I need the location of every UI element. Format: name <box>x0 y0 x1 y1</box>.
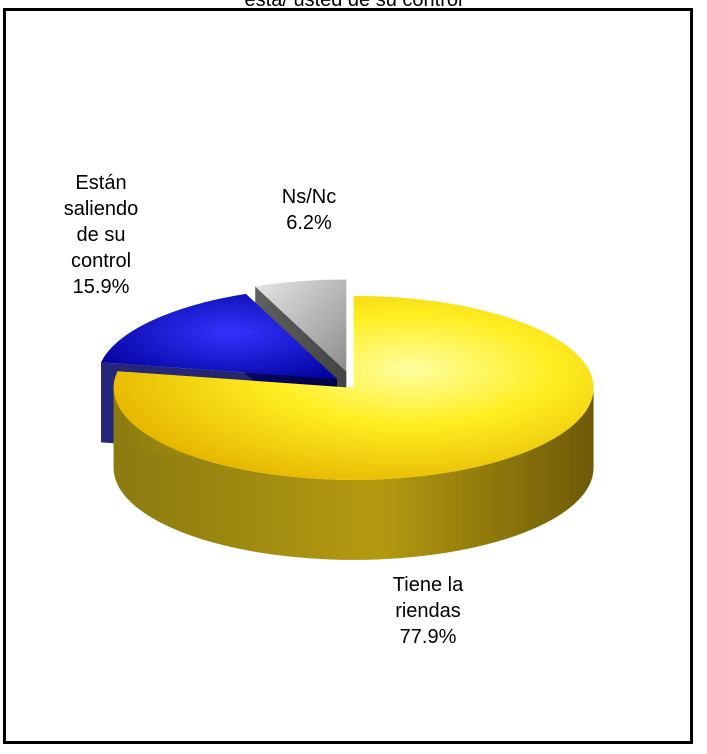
slice-label-2: Están saliendo de su control 15.9% <box>64 172 139 298</box>
slice-label-1: Tiene la riendas 77.9% <box>393 574 464 648</box>
pie-chart: Tiene la riendas 77.9% Están saliendo de su co… <box>64 172 594 648</box>
chart-title: está/ usted de su control <box>244 0 463 11</box>
chart-frame: Tiene la riendas 77.9% Están saliendo de su co… <box>3 8 693 744</box>
slice-label-3: Ns/Nc 6.2% <box>282 186 336 234</box>
pie-slice-1 <box>113 295 594 560</box>
